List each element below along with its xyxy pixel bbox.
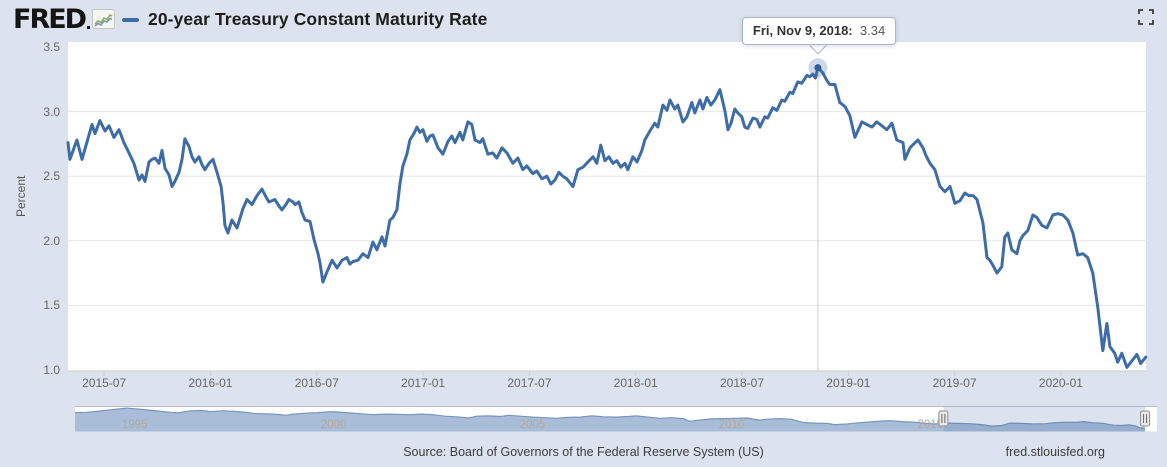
navigator-year-label: 2000 bbox=[321, 419, 347, 431]
navigator-right-handle[interactable] bbox=[1140, 410, 1151, 427]
navigator-area bbox=[75, 408, 1146, 432]
fred-logo-text: FRED bbox=[13, 4, 87, 35]
chart-title: 20-year Treasury Constant Maturity Rate bbox=[148, 9, 488, 29]
navigator-year-label: 1995 bbox=[122, 419, 148, 431]
fred-sparkline-icon bbox=[92, 9, 116, 34]
fullscreen-icon[interactable] bbox=[1138, 9, 1154, 25]
fred-site-link[interactable]: fred.stlouisfed.org bbox=[1005, 445, 1105, 459]
navigator-year-label: 2010 bbox=[719, 419, 745, 431]
selected-point-marker[interactable] bbox=[814, 64, 822, 72]
plot-area[interactable] bbox=[68, 42, 1146, 371]
tooltip-value-number: 3.34 bbox=[859, 23, 886, 38]
fred-logo-registered-dot bbox=[87, 25, 91, 29]
tooltip-date: Fri, Nov 9, 2018: bbox=[752, 23, 853, 38]
navigator-area-line bbox=[74, 407, 1146, 429]
navigator-year-label: 2015 bbox=[917, 419, 943, 431]
navigator-selected-range[interactable] bbox=[943, 406, 1146, 432]
navigator-year-label: 2005 bbox=[520, 419, 546, 431]
tooltip: Fri, Nov 9, 2018: 3.34 bbox=[741, 17, 897, 45]
series-legend-marker bbox=[122, 18, 139, 22]
fred-logo[interactable]: FRED bbox=[13, 4, 116, 35]
chart-header: FRED 20-year Treasury Constant Maturity … bbox=[0, 0, 1167, 42]
treasury-rate-line[interactable] bbox=[66, 66, 1148, 369]
navigator-left-handle[interactable] bbox=[938, 410, 949, 427]
source-attribution: Source: Board of Governors of the Federa… bbox=[403, 445, 764, 459]
